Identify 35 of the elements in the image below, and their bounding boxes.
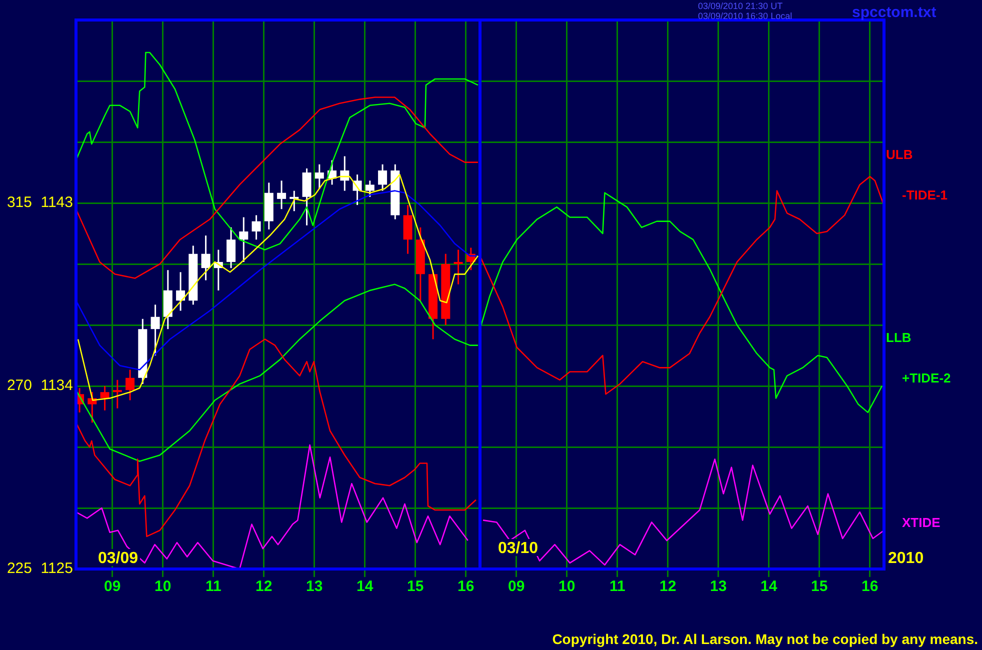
y-tick-label: 1143 bbox=[40, 194, 73, 212]
x-tick-label: 13 bbox=[710, 578, 727, 596]
annotation: 03/09/2010 16:30 Local bbox=[698, 11, 792, 21]
annotation: 03/10 bbox=[498, 540, 538, 557]
x-tick-label: 10 bbox=[154, 578, 172, 596]
candlestick bbox=[454, 250, 463, 284]
x-tick-label: 15 bbox=[407, 578, 424, 596]
x-tick-label: 10 bbox=[558, 578, 576, 596]
x-tick-label: 15 bbox=[811, 578, 828, 596]
text: 2010 bbox=[888, 550, 924, 567]
x-tick-label: 14 bbox=[356, 578, 374, 596]
x-tick-label: 11 bbox=[205, 578, 222, 596]
x-tick-label: 12 bbox=[660, 578, 676, 596]
series-label: XTIDE bbox=[902, 514, 941, 530]
series-label: +TIDE-2 bbox=[902, 370, 951, 386]
y-tick-label: 1134 bbox=[40, 377, 73, 394]
text: 03/09/2010 21:30 UT bbox=[698, 1, 784, 11]
x-tick-label: 09 bbox=[104, 578, 121, 596]
x-tick-label: 16 bbox=[458, 578, 474, 596]
series-label: -TIDE-1 bbox=[902, 188, 948, 203]
annotation: 03/09 bbox=[98, 550, 138, 567]
y2-tick-label: 225 bbox=[6, 560, 32, 578]
y2-tick-label: 315 bbox=[6, 194, 32, 212]
x-tick-label: 09 bbox=[508, 578, 525, 596]
x-tick-label: 13 bbox=[306, 578, 323, 596]
text: ULB bbox=[886, 146, 913, 162]
text: LLB bbox=[886, 330, 912, 345]
y-tick-label: 1125 bbox=[40, 560, 73, 578]
text: Copyright 2010, Dr. Al Larson. May not be copied by any means. bbox=[552, 631, 978, 647]
y2-tick-label: 270 bbox=[6, 377, 32, 394]
annotation: spcctom.txt bbox=[852, 4, 936, 21]
x-tick-label: 14 bbox=[760, 578, 778, 596]
x-tick-label: 16 bbox=[862, 578, 878, 596]
x-tick-label: 11 bbox=[609, 578, 626, 596]
x-tick-label: 12 bbox=[256, 578, 272, 596]
